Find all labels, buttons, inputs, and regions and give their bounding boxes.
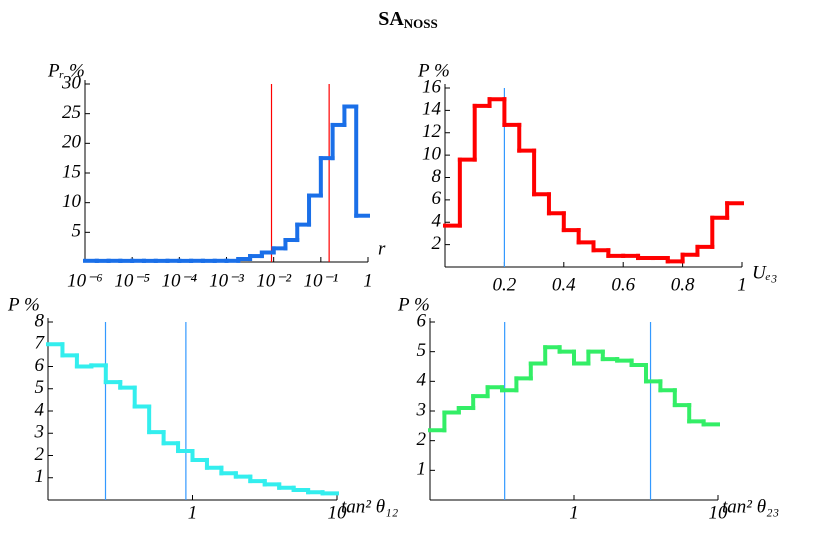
x-tick-label: 10⁻² xyxy=(256,270,291,291)
y-tick-label: 16 xyxy=(422,76,442,97)
y-axis-label: P % xyxy=(417,60,450,81)
y-tick-label: 30 xyxy=(61,72,82,93)
x-tick-label: 1 xyxy=(737,274,747,295)
title-subscript: NOSS xyxy=(404,16,438,31)
y-tick-label: 1 xyxy=(35,466,45,487)
y-tick-label: 25 xyxy=(62,102,81,123)
y-tick-label: 4 xyxy=(417,370,427,391)
y-tick-label: 7 xyxy=(35,333,46,354)
x-tick-label: 0.8 xyxy=(671,274,695,295)
y-tick-label: 3 xyxy=(34,422,45,443)
x-axis-label: r xyxy=(378,238,386,259)
x-axis-label: tan² θ₁₂ xyxy=(341,496,399,517)
title-main: SA xyxy=(378,8,404,30)
y-tick-label: 3 xyxy=(416,399,427,420)
x-tick-label: 0.6 xyxy=(611,274,635,295)
y-tick-label: 4 xyxy=(432,211,442,232)
x-tick-label: 1 xyxy=(569,502,579,523)
y-tick-label: 15 xyxy=(62,161,81,182)
x-tick-label: 10⁻⁴ xyxy=(162,270,198,291)
x-tick-label: 10 xyxy=(709,502,729,523)
y-tick-label: 4 xyxy=(35,399,45,420)
x-tick-label: 1 xyxy=(188,502,198,523)
y-tick-label: 1 xyxy=(417,459,427,480)
y-tick-label: 10 xyxy=(62,191,82,212)
y-tick-label: 2 xyxy=(35,444,45,465)
x-axis-label: Uₑ₃ xyxy=(752,262,777,283)
figure-title: SANOSS xyxy=(378,8,438,31)
x-tick-label: 10 xyxy=(328,502,348,523)
x-tick-label: 10⁻¹ xyxy=(303,270,338,291)
y-tick-label: 20 xyxy=(62,132,82,153)
y-tick-label: 12 xyxy=(422,121,442,142)
y-tick-label: 8 xyxy=(432,166,442,187)
y-axis-label: P % xyxy=(7,294,40,315)
x-tick-label: 0.4 xyxy=(552,274,576,295)
y-tick-label: 6 xyxy=(432,188,442,209)
y-tick-label: 14 xyxy=(422,99,442,120)
x-axis-label: tan² θ₂₃ xyxy=(722,496,779,517)
y-tick-label: 5 xyxy=(35,377,45,398)
y-tick-label: 5 xyxy=(72,221,82,242)
y-tick-label: 2 xyxy=(432,233,442,254)
y-tick-label: 8 xyxy=(35,310,45,331)
y-axis-label: Pᵣ % xyxy=(47,60,85,81)
y-tick-label: 2 xyxy=(417,429,427,450)
x-tick-label: 10⁻⁵ xyxy=(114,270,150,291)
x-tick-label: 10⁻³ xyxy=(209,270,244,291)
y-axis-label: P % xyxy=(397,294,430,315)
x-tick-label: 10⁻⁶ xyxy=(67,270,103,291)
y-tick-label: 5 xyxy=(417,340,427,361)
x-tick-label: 0.2 xyxy=(493,274,517,295)
y-tick-label: 10 xyxy=(422,143,442,164)
y-tick-label: 6 xyxy=(417,310,427,331)
x-tick-label: 1 xyxy=(363,270,373,291)
y-tick-label: 6 xyxy=(35,355,45,376)
